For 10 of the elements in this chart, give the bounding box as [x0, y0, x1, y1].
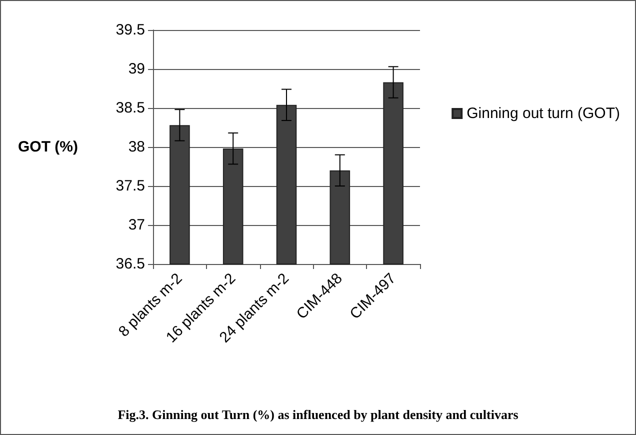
y-tick-label: 39.5: [116, 22, 145, 38]
text: Fig.3. Ginning out Turn (%) as influenced by plant density and cultivars: [118, 407, 518, 422]
y-tick-label: 37.5: [116, 178, 145, 194]
y-tick-label: 39: [128, 60, 145, 78]
y-tick-label: 37: [128, 216, 145, 234]
y-tick-label: 36.5: [116, 256, 145, 272]
y-tick-label: 38: [128, 138, 145, 156]
y-tick-label: 38.5: [116, 100, 145, 116]
legend-label: Ginning out turn (GOT): [466, 105, 620, 122]
y-axis-title: GOT (%): [18, 138, 78, 156]
